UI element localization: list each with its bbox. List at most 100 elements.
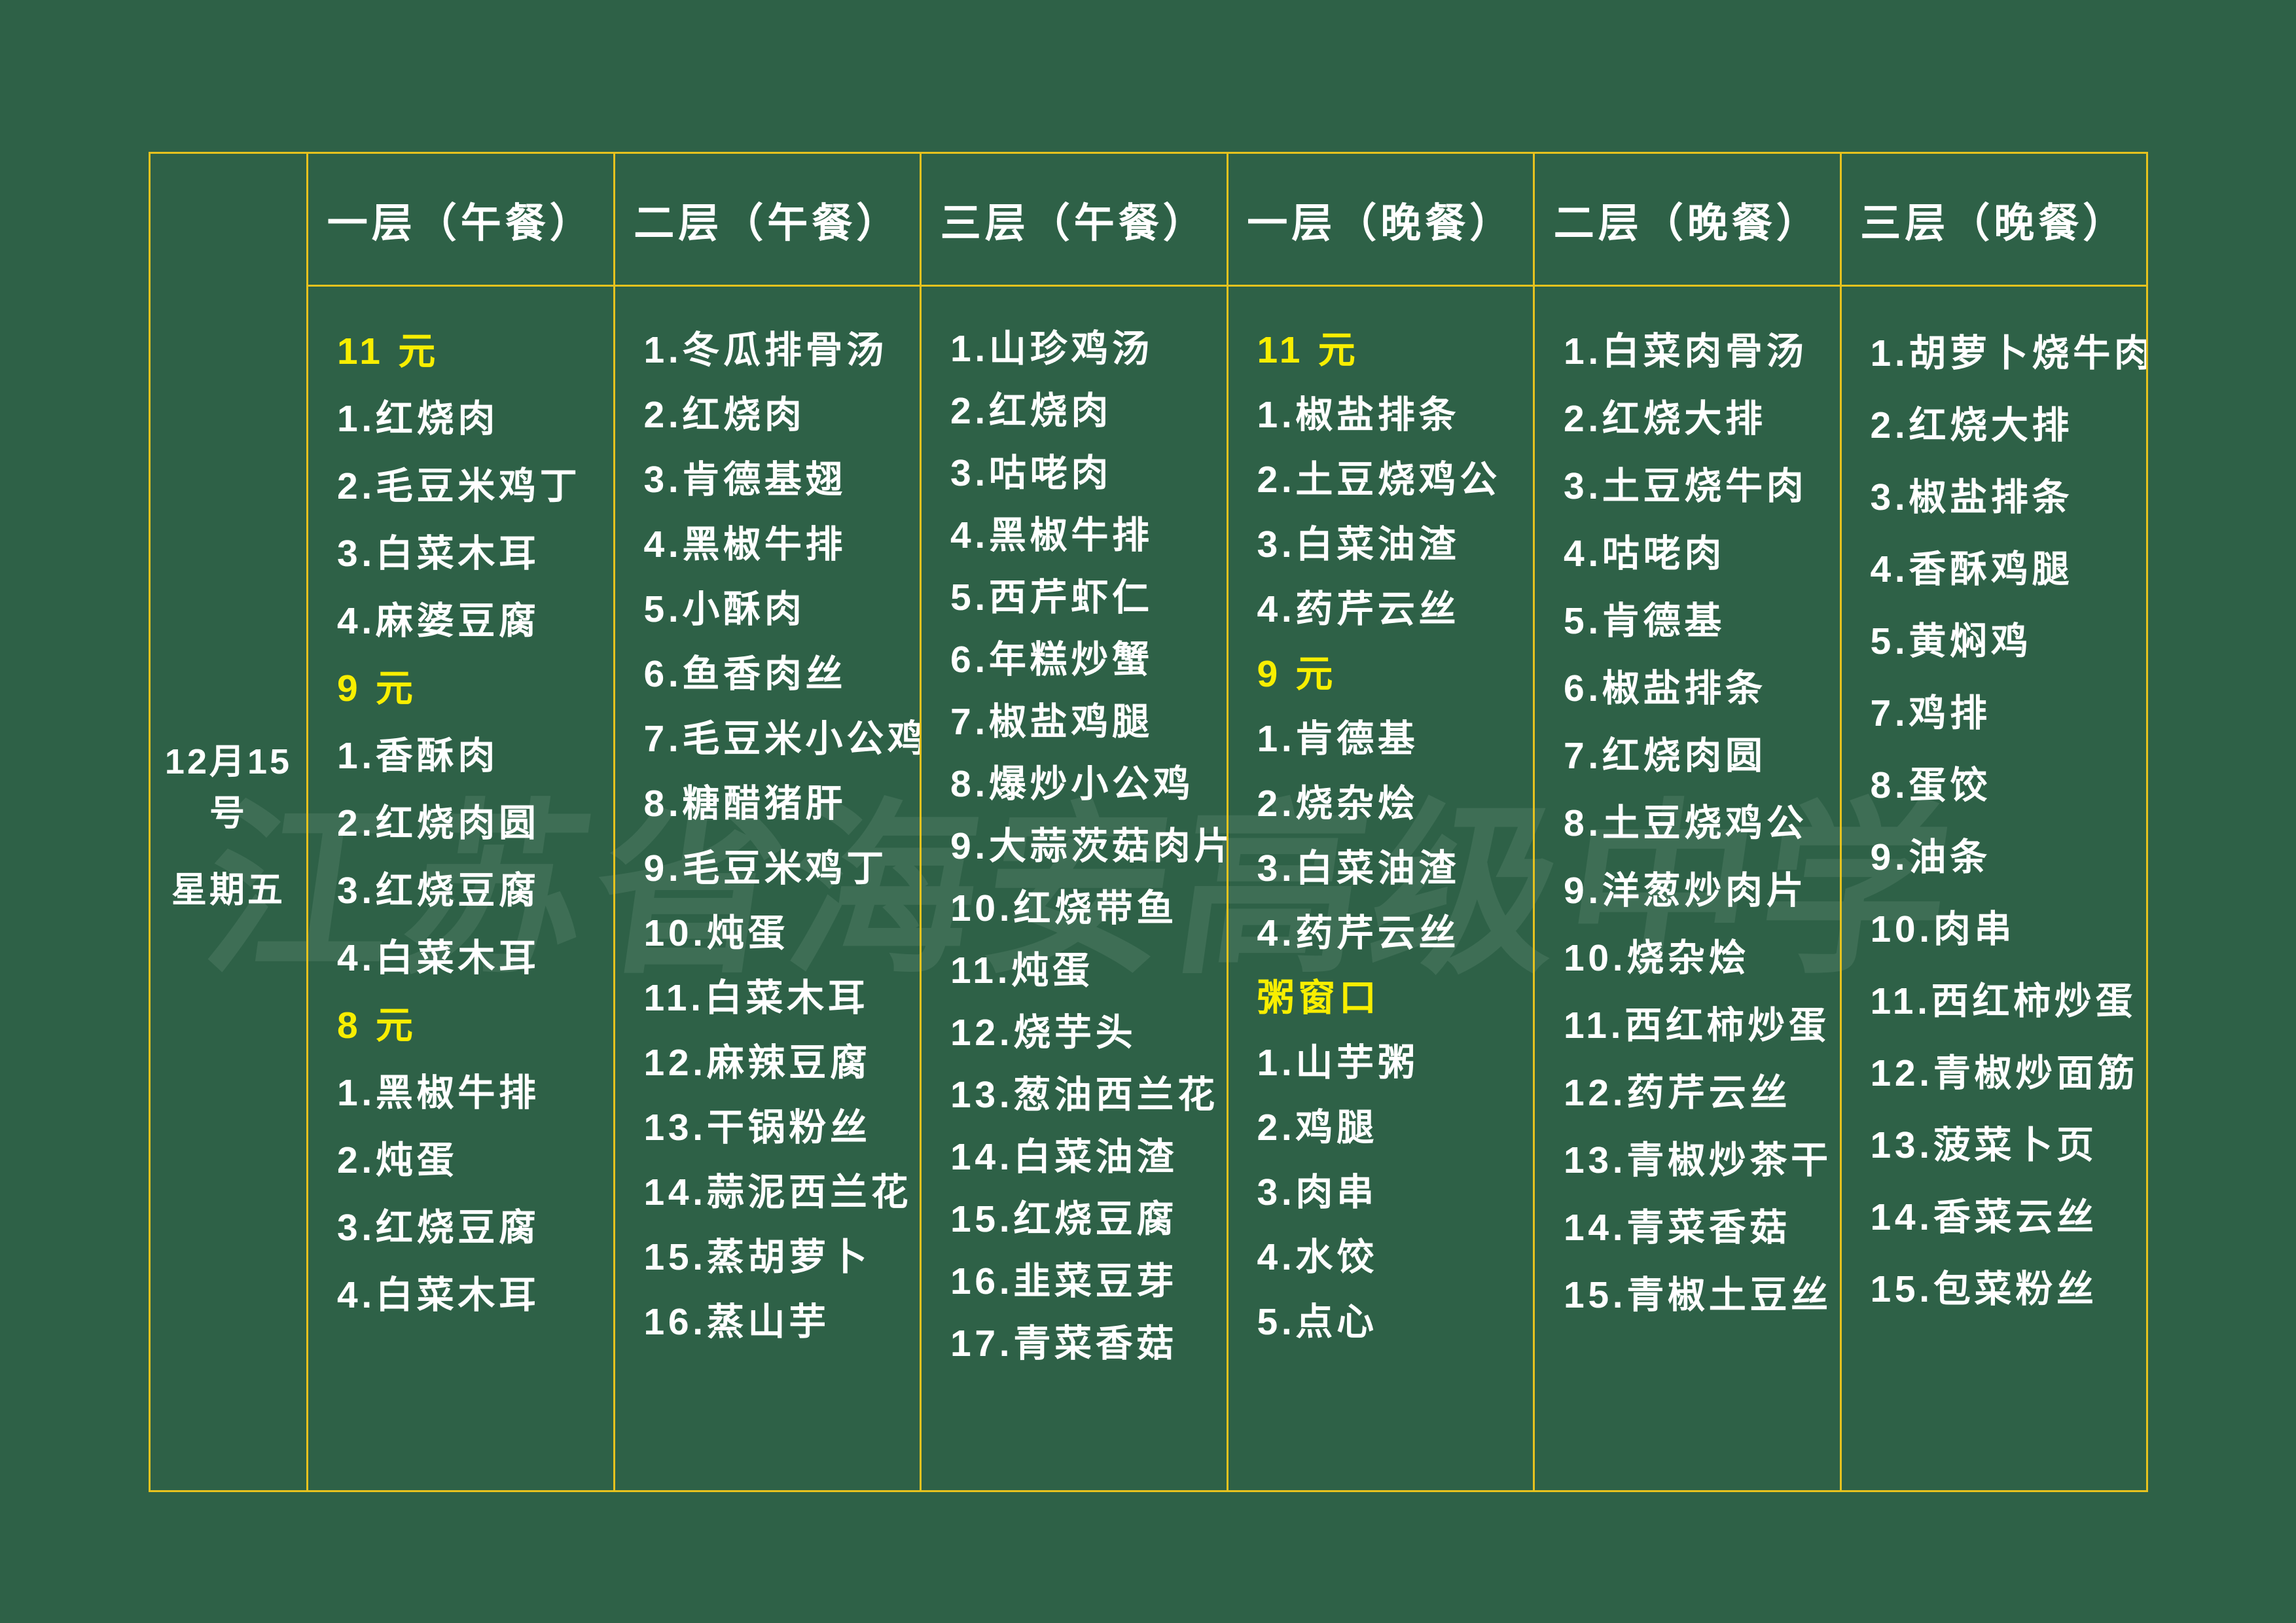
menu-item: 11.西红柿炒蛋 (1870, 980, 2137, 1022)
column-item-list: 1.胡萝卜烧牛肉 2.红烧大排 3.椒盐排条 4.香酥鸡腿 5.黄焖鸡 7.鸡排 8.蛋饺 9… (1842, 287, 2147, 1490)
menu-item: 2.鸡腿 (1257, 1106, 1378, 1149)
menu-column-3: 三层（午餐） 1.山珍鸡汤 2.红烧肉 3.咕咾肉 4.黑椒牛排 5.西芹虾仁 6.年糕炒… (920, 154, 1227, 1490)
menu-item: 10.红烧带鱼 (950, 887, 1178, 929)
menu-item: 12.药芹云丝 (1564, 1071, 1791, 1114)
menu-item: 16.韭菜豆芽 (950, 1260, 1178, 1302)
menu-item: 1.冬瓜排骨汤 (643, 329, 888, 371)
menu-item: 5.点心 (1257, 1300, 1378, 1343)
date-text: 12月15号 (164, 741, 293, 833)
menu-item: 14.蒜泥西兰花 (643, 1171, 912, 1213)
menu-column-5: 二层（晚餐） 1.白菜肉骨汤 2.红烧大排 3.土豆烧牛肉 4.咕咾肉 5.肯德基 6.椒… (1533, 154, 1840, 1490)
menu-column-1: 一层（午餐） 11 元 1.红烧肉 2.毛豆米鸡丁 3.白菜木耳 4.麻婆豆腐 9 元 1.… (306, 154, 613, 1490)
menu-item: 5.西芹虾仁 (950, 576, 1153, 618)
menu-item: 2.红烧肉圆 (337, 802, 540, 844)
menu-item: 7.椒盐鸡腿 (950, 700, 1153, 743)
menu-item: 4.黑椒牛排 (643, 523, 847, 565)
menu-item: 2.毛豆米鸡丁 (337, 465, 581, 507)
menu-item: 17.青菜香菇 (950, 1322, 1178, 1364)
menu-item: 1.胡萝卜烧牛肉 (1870, 332, 2147, 374)
menu-item: 3.白菜油渣 (1257, 847, 1460, 889)
column-item-list: 1.冬瓜排骨汤 2.红烧肉 3.肯德基翅 4.黑椒牛排 5.小酥肉 6.鱼香肉丝 7.毛豆米… (615, 287, 920, 1490)
menu-item: 3.肉串 (1257, 1171, 1378, 1213)
menu-column-2: 二层（午餐） 1.冬瓜排骨汤 2.红烧肉 3.肯德基翅 4.黑椒牛排 5.小酥肉 6.鱼香… (613, 154, 920, 1490)
menu-item: 1.山芋粥 (1257, 1041, 1419, 1084)
menu-item: 1.香酥肉 (337, 734, 499, 777)
menu-item: 13.葱油西兰花 (950, 1073, 1219, 1116)
menu-item: 13.青椒炒茶干 (1564, 1139, 1832, 1181)
menu-item: 9.洋葱炒肉片 (1564, 869, 1808, 912)
price-label: 粥窗口 (1257, 976, 1380, 1019)
menu-item: 10.肉串 (1870, 908, 2016, 950)
menu-item: 4.麻婆豆腐 (337, 599, 540, 642)
price-label: 8 元 (337, 1004, 417, 1046)
menu-item: 12.青椒炒面筋 (1870, 1052, 2139, 1094)
menu-item: 3.椒盐排条 (1870, 476, 2073, 518)
menu-item: 2.红烧肉 (950, 389, 1113, 432)
menu-item: 9.大蒜茨菇肉片 (950, 825, 1227, 867)
column-item-list: 11 元 1.椒盐排条 2.土豆烧鸡公 3.白菜油渣 4.药芹云丝 9 元 1.肯德基 2.烧… (1229, 287, 1534, 1490)
menu-item: 4.药芹云丝 (1257, 588, 1460, 630)
menu-item: 3.红烧豆腐 (337, 1206, 540, 1249)
menu-item: 11.白菜木耳 (643, 976, 869, 1019)
menu-item: 10.炖蛋 (643, 912, 789, 954)
menu-item: 2.土豆烧鸡公 (1257, 458, 1501, 501)
column-header: 二层（晚餐） (1535, 154, 1840, 287)
column-header: 三层（晚餐） (1841, 154, 2146, 287)
column-item-list: 11 元 1.红烧肉 2.毛豆米鸡丁 3.白菜木耳 4.麻婆豆腐 9 元 1.香酥肉 2.红烧… (308, 287, 613, 1490)
menu-item: 1.肯德基 (1257, 717, 1419, 760)
menu-item: 2.烧杂烩 (1257, 782, 1419, 825)
menu-item: 7.毛豆米小公鸡 (643, 717, 920, 760)
menu-item: 15.包菜粉丝 (1870, 1268, 2098, 1310)
menu-item: 5.小酥肉 (643, 588, 806, 630)
menu-item: 6.椒盐排条 (1564, 667, 1767, 709)
menu-item: 11.西红柿炒蛋 (1564, 1004, 1830, 1046)
menu-item: 9.油条 (1870, 836, 1991, 878)
menu-item: 8.糖醋猪肝 (643, 782, 847, 825)
column-header: 二层（午餐） (615, 154, 920, 287)
column-header: 三层（午餐） (922, 154, 1227, 287)
menu-item: 10.烧杂烩 (1564, 936, 1750, 979)
column-header: 一层（晚餐） (1228, 154, 1533, 287)
menu-item: 15.蒸胡萝卜 (643, 1236, 871, 1278)
menu-item: 7.红烧肉圆 (1564, 734, 1767, 777)
menu-board-table: 12月15号 星期五 一层（午餐） 11 元 1.红烧肉 2.毛豆米鸡丁 3.白菜木耳… (149, 152, 2148, 1492)
menu-item: 3.咕咾肉 (950, 452, 1113, 494)
menu-item: 4.咕咾肉 (1564, 532, 1726, 575)
menu-item: 3.白菜油渣 (1257, 523, 1460, 565)
menu-item: 3.白菜木耳 (337, 532, 540, 575)
menu-item: 3.肯德基翅 (643, 458, 847, 501)
menu-item: 15.红烧豆腐 (950, 1198, 1178, 1240)
date-cell: 12月15号 星期五 (151, 154, 306, 1490)
column-item-list: 1.山珍鸡汤 2.红烧肉 3.咕咾肉 4.黑椒牛排 5.西芹虾仁 6.年糕炒蟹 7.椒盐鸡腿… (922, 287, 1227, 1490)
menu-item: 4.黑椒牛排 (950, 514, 1153, 556)
menu-item: 6.年糕炒蟹 (950, 638, 1153, 681)
menu-item: 4.水饺 (1257, 1236, 1378, 1278)
column-item-list: 1.白菜肉骨汤 2.红烧大排 3.土豆烧牛肉 4.咕咾肉 5.肯德基 6.椒盐排条 7.红烧… (1535, 287, 1840, 1490)
menu-item: 8.爆炒小公鸡 (950, 762, 1194, 805)
menu-item: 13.菠菜卜页 (1870, 1124, 2098, 1166)
menu-item: 14.白菜油渣 (950, 1135, 1178, 1178)
menu-item: 4.药芹云丝 (1257, 912, 1460, 954)
menu-item: 1.黑椒牛排 (337, 1071, 540, 1114)
menu-item: 3.红烧豆腐 (337, 869, 540, 912)
menu-item: 5.肯德基 (1564, 599, 1726, 642)
menu-item: 1.白菜肉骨汤 (1564, 330, 1808, 372)
menu-item: 15.青椒土豆丝 (1564, 1274, 1832, 1316)
menu-item: 9.毛豆米鸡丁 (643, 847, 888, 889)
weekday-text: 星期五 (171, 870, 285, 910)
menu-item: 1.红烧肉 (337, 397, 499, 440)
menu-item: 8.土豆烧鸡公 (1564, 802, 1808, 844)
menu-item: 8.蛋饺 (1870, 764, 1991, 806)
menu-column-6: 三层（晚餐） 1.胡萝卜烧牛肉 2.红烧大排 3.椒盐排条 4.香酥鸡腿 5.黄焖鸡 7.… (1839, 154, 2147, 1490)
menu-item: 14.香菜云丝 (1870, 1196, 2098, 1238)
menu-item: 2.红烧肉 (643, 393, 806, 436)
menu-item: 5.黄焖鸡 (1870, 620, 2032, 662)
menu-item: 2.红烧大排 (1564, 397, 1767, 440)
menu-item: 4.白菜木耳 (337, 936, 540, 979)
price-label: 9 元 (1257, 652, 1337, 695)
price-label: 11 元 (1257, 329, 1359, 371)
menu-item: 4.白菜木耳 (337, 1274, 540, 1316)
menu-item: 7.鸡排 (1870, 692, 1991, 734)
